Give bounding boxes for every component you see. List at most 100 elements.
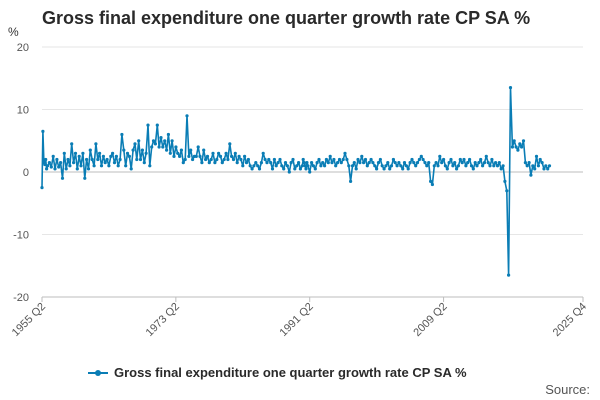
data-point [124, 164, 128, 168]
data-point [516, 148, 520, 152]
data-point [328, 154, 332, 158]
data-point [107, 164, 111, 168]
data-point [520, 145, 524, 149]
data-point [103, 161, 107, 165]
data-point [99, 164, 104, 168]
data-point [181, 161, 185, 165]
data-point [330, 161, 334, 165]
data-point [114, 154, 118, 158]
data-point [189, 148, 193, 152]
data-point [53, 167, 57, 171]
data-point [369, 157, 373, 162]
data-point [475, 164, 479, 168]
data-point [55, 157, 59, 162]
data-point [492, 164, 496, 168]
data-point [178, 154, 182, 158]
data-point [148, 164, 152, 168]
data-point [382, 167, 386, 171]
data-point [85, 157, 89, 162]
data-point [345, 157, 349, 162]
data-point [317, 157, 321, 162]
data-point [484, 154, 488, 158]
data-point [88, 148, 92, 152]
data-point [40, 186, 44, 190]
data-point [363, 157, 368, 162]
data-point [406, 167, 410, 171]
data-point [527, 161, 531, 165]
data-point [423, 161, 427, 165]
data-point [222, 157, 226, 162]
data-point [155, 123, 159, 127]
data-point [531, 164, 535, 168]
data-point [471, 167, 475, 171]
data-point [376, 161, 381, 165]
data-point [415, 161, 420, 165]
data-point [293, 167, 297, 171]
data-point [257, 167, 262, 171]
data-point [347, 164, 351, 168]
data-point [301, 157, 305, 162]
source-label: Source: [545, 382, 590, 397]
data-point [494, 161, 498, 165]
data-point [83, 176, 87, 180]
data-point [105, 157, 109, 162]
data-point [172, 154, 176, 158]
data-point [49, 165, 53, 169]
data-point [365, 164, 369, 168]
data-point [109, 154, 113, 158]
x-axis-ticks: 1955 Q2 1973 Q2 1991 Q2 2009 Q2 2025 Q4 [10, 297, 589, 339]
data-point [151, 139, 156, 143]
data-point [191, 157, 195, 162]
legend: Gross final expenditure one quarter grow… [88, 365, 467, 380]
data-point [261, 151, 265, 155]
data-point [146, 123, 150, 127]
data-point [270, 167, 275, 171]
data-point [507, 273, 511, 277]
chart-title: Gross final expenditure one quarter grow… [42, 8, 531, 28]
data-point [468, 157, 472, 162]
series-layer [40, 86, 552, 277]
data-point [291, 157, 295, 162]
data-point [142, 161, 146, 165]
data-point [86, 167, 91, 171]
data-point [75, 167, 79, 171]
data-point [434, 161, 438, 165]
data-point [380, 164, 384, 168]
grid [42, 46, 583, 298]
data-point [410, 157, 414, 162]
data-point [447, 161, 451, 165]
data-point [44, 157, 48, 162]
data-point [137, 139, 141, 143]
data-point [453, 161, 457, 165]
data-point [92, 164, 96, 168]
data-point [488, 164, 492, 168]
data-point [287, 170, 291, 174]
data-point [445, 167, 449, 171]
data-point [512, 139, 516, 143]
data-point [425, 164, 429, 168]
x-tick-label-0: 1955 Q2 [10, 301, 48, 339]
legend-line-marker-icon [88, 368, 108, 378]
data-point [324, 157, 328, 162]
data-point [414, 164, 418, 168]
data-point [47, 161, 52, 165]
data-point [226, 157, 230, 162]
data-point [429, 179, 433, 183]
data-point [449, 157, 453, 162]
data-point [375, 167, 379, 171]
data-point [127, 154, 131, 158]
data-point [473, 161, 477, 165]
data-point [427, 161, 431, 165]
y-axis-ticks: 20 10 0 -10 -20 [13, 42, 29, 304]
data-point [196, 145, 200, 149]
data-point [46, 164, 50, 168]
data-point [499, 167, 503, 171]
data-point [217, 151, 221, 155]
data-point [213, 161, 217, 165]
data-point [230, 154, 234, 158]
data-point [62, 151, 66, 155]
data-point [497, 161, 501, 165]
data-point [399, 164, 403, 168]
x-tick-label-2: 1991 Q2 [278, 301, 316, 339]
